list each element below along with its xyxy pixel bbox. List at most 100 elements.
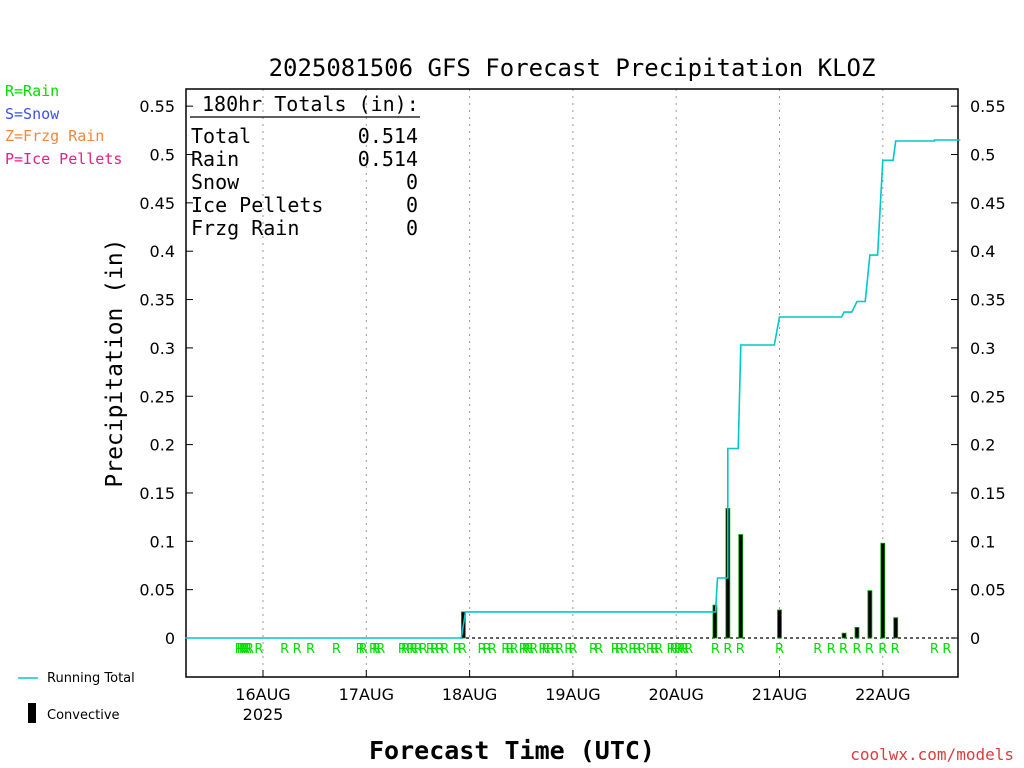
precip-type-legend-item: P=Ice Pellets <box>5 149 123 168</box>
y-tick-label-right: 0.2 <box>970 436 995 455</box>
rain-marker: R <box>638 642 647 657</box>
rain-marker: R <box>813 642 822 657</box>
x-tick-label: 20AUG <box>648 685 703 704</box>
rain-marker: R <box>736 642 745 657</box>
y-tick-label-right: 0.4 <box>970 242 995 261</box>
rain-marker: R <box>680 642 689 657</box>
running-total-line <box>185 139 961 639</box>
y-tick-label-right: 0.3 <box>970 339 995 358</box>
rain-marker: R <box>529 642 538 657</box>
rain-marker: R <box>865 642 874 657</box>
rain-marker: R <box>670 642 679 657</box>
rain-marker: R <box>650 642 659 657</box>
x-tick-sublabel: 2025 <box>243 705 284 724</box>
totals-rows: Total 0.514 Rain 0.514 Snow 0 Ice Pellets 0 Frzg… <box>191 124 418 240</box>
rain-marker: R <box>505 642 514 657</box>
rain-marker: R <box>359 642 368 657</box>
rain-marker: R <box>542 642 551 657</box>
y-tick-label-right: 0.1 <box>970 532 995 551</box>
rain-marker: R <box>509 642 518 657</box>
convective-bar <box>893 617 899 639</box>
y-tick-label-left: 0.25 <box>139 387 175 406</box>
rain-marker: R <box>878 642 887 657</box>
legend-running-total-label: Running Total <box>47 671 135 686</box>
rain-marker: R <box>398 642 407 657</box>
convective-bar <box>880 542 886 639</box>
y-axis-right: 0 0.05 0.1 0.15 0.2 0.25 0.3 0.35 0.4 0.45 0.5 0.55 <box>951 97 1006 648</box>
rain-marker: R <box>435 642 444 657</box>
day-gridlines <box>262 89 884 677</box>
totals-row-label: Frzg Rain <box>191 216 299 240</box>
rain-marker: R <box>564 642 573 657</box>
y-tick-label-right: 0 <box>970 629 980 648</box>
y-tick-label-right: 0.45 <box>970 194 1006 213</box>
rain-marker: R <box>376 642 385 657</box>
y-tick-label-left: 0.05 <box>139 581 175 600</box>
y-axis-label: Precipitation (in) <box>102 238 128 487</box>
rain-marker: R <box>409 642 418 657</box>
totals-row-label: Snow <box>191 170 240 194</box>
totals-row-label: Rain <box>191 147 239 171</box>
rain-marker: R <box>628 642 637 657</box>
rain-marker: R <box>930 642 939 657</box>
legend-convective-label: Convective <box>47 708 120 723</box>
precip-type-legend-item: R=Rain <box>5 82 60 100</box>
y-tick-label-right: 0.35 <box>970 291 1006 310</box>
totals-heading: 180hr Totals (in): <box>202 92 419 116</box>
totals-row-label: Ice Pellets <box>191 193 323 217</box>
rain-marker: R <box>684 642 693 657</box>
rain-marker: R <box>551 642 560 657</box>
rain-marker: R <box>674 642 683 657</box>
rain-marker: R <box>942 642 951 657</box>
rain-marker: R <box>241 642 250 657</box>
y-tick-label-right: 0.55 <box>970 97 1006 116</box>
y-tick-label-right: 0.25 <box>970 387 1006 406</box>
rain-marker: R <box>522 642 531 657</box>
legend-convective-swatch <box>28 703 36 723</box>
y-tick-label-left: 0.35 <box>139 291 175 310</box>
y-tick-label-left: 0.5 <box>150 146 175 165</box>
y-tick-label-left: 0.15 <box>139 484 175 503</box>
totals-box: 180hr Totals (in): Total 0.514 Rain 0.514 Sn… <box>190 92 420 240</box>
rain-marker: R <box>483 642 492 657</box>
y-tick-label-left: 0.2 <box>150 436 175 455</box>
rain-marker: R <box>413 642 422 657</box>
rain-marker: R <box>711 642 720 657</box>
rain-marker: R <box>488 642 497 657</box>
rain-marker: R <box>891 642 900 657</box>
rain-marker: R <box>501 642 510 657</box>
rain-marker: R <box>555 642 564 657</box>
rain-marker: R <box>430 642 439 657</box>
totals-row-label: Total <box>191 124 251 148</box>
rain-marker: R <box>589 642 598 657</box>
rain-marker: R <box>646 642 655 657</box>
rain-marker: R <box>611 642 620 657</box>
rain-marker: R <box>293 642 302 657</box>
rain-marker: R <box>426 642 435 657</box>
totals-row-value: 0 <box>406 216 418 240</box>
rain-marker: R <box>538 642 547 657</box>
x-tick-label: 19AUG <box>545 685 600 704</box>
convective-bar <box>738 534 744 639</box>
rain-marker: R <box>245 642 254 657</box>
totals-row-value: 0.514 <box>358 147 418 171</box>
rain-marker: R <box>568 642 577 657</box>
convective-bar <box>867 590 873 639</box>
rain-marker: R <box>667 642 676 657</box>
rain-marker: R <box>723 642 732 657</box>
rain-marker: R <box>419 642 428 657</box>
rain-marker: R <box>401 642 410 657</box>
y-tick-label-left: 0.3 <box>150 339 175 358</box>
rain-marker: R <box>453 642 462 657</box>
y-tick-label-left: 0.55 <box>139 97 175 116</box>
rain-marker: R <box>477 642 486 657</box>
x-tick-label: 21AUG <box>752 685 807 704</box>
convective-bar <box>841 632 847 639</box>
y-tick-label-right: 0.15 <box>970 484 1006 503</box>
rain-marker: R <box>280 642 289 657</box>
rain-marker: R <box>239 642 248 657</box>
rain-marker: R <box>440 642 449 657</box>
